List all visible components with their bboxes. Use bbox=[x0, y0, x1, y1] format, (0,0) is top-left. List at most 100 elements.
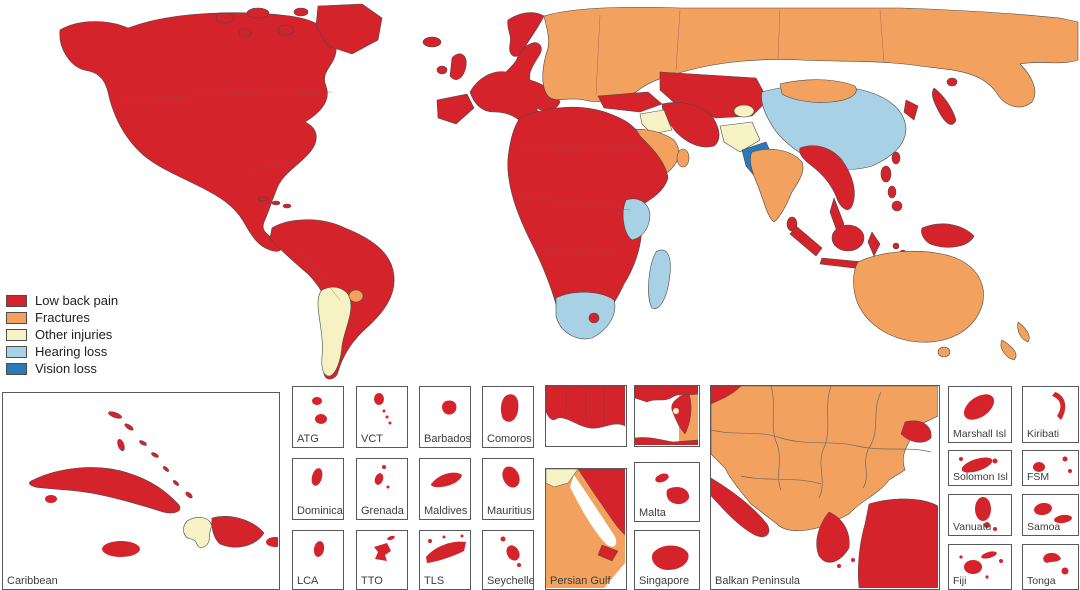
inset-tls: TLS bbox=[419, 530, 471, 590]
vanuatu-map bbox=[975, 497, 997, 531]
marshall-map bbox=[963, 394, 995, 420]
inset-label-malta: Malta bbox=[639, 507, 666, 519]
inset-samoa: Samoa bbox=[1022, 494, 1079, 536]
region-korea bbox=[903, 99, 919, 121]
inset-vanuatu: Vanuatu bbox=[948, 494, 1012, 536]
inset-dominica: Dominica bbox=[292, 458, 344, 520]
inset-comoros: Comoros bbox=[482, 386, 534, 448]
inset-grenada: Grenada bbox=[356, 458, 408, 520]
tto-map bbox=[374, 535, 395, 561]
region-south-africa bbox=[555, 291, 616, 340]
haiti bbox=[183, 517, 213, 548]
inset-barbados: Barbados bbox=[419, 386, 471, 448]
legend-swatch-other-injuries bbox=[6, 328, 27, 341]
region-north-america bbox=[59, 12, 337, 252]
region-turkey bbox=[597, 91, 663, 113]
inset-label-vct: VCT bbox=[361, 433, 383, 445]
inset-lca: LCA bbox=[292, 530, 344, 590]
inset-label-marshall: Marshall Isl bbox=[953, 428, 1007, 440]
inset-tonga: Tonga bbox=[1022, 544, 1079, 590]
region-norway bbox=[507, 12, 545, 57]
inset-eastern-mediterranean: Eastern Mediterranean bbox=[634, 385, 700, 447]
region-madagascar bbox=[648, 249, 671, 309]
inset-tto: TTO bbox=[356, 530, 408, 590]
world-map bbox=[59, 3, 1079, 380]
inset-caribbean: Caribbean bbox=[2, 392, 280, 590]
legend-item: Fractures bbox=[6, 310, 118, 325]
jamaica bbox=[102, 541, 140, 557]
inset-balkan: Balkan Peninsula bbox=[710, 385, 940, 590]
legend-item: Hearing loss bbox=[6, 344, 118, 359]
inset-solomon-isl: Solomon Isl bbox=[948, 450, 1012, 486]
samoa-map bbox=[1034, 502, 1072, 524]
legend-swatch-vision-loss bbox=[6, 362, 27, 375]
inset-maldives: Maldives bbox=[419, 458, 471, 520]
region-taiwan bbox=[891, 151, 901, 165]
fsm-map bbox=[1033, 456, 1072, 473]
lca-map bbox=[313, 541, 325, 557]
inset-label-caribbean: Caribbean bbox=[7, 575, 58, 587]
tls-map bbox=[426, 534, 466, 563]
legend-swatch-fractures bbox=[6, 311, 27, 324]
region-uruguay bbox=[348, 289, 364, 303]
inset-atg: ATG bbox=[292, 386, 344, 448]
inset-fsm: FSM bbox=[1022, 450, 1079, 486]
kiribati-map bbox=[1052, 392, 1066, 420]
region-india bbox=[750, 149, 804, 223]
solomon-map bbox=[959, 457, 998, 473]
inset-label-maldives: Maldives bbox=[424, 505, 468, 517]
comoros-map bbox=[500, 394, 519, 422]
inset-west-africa: West Africa bbox=[545, 385, 627, 447]
barbados-map bbox=[442, 400, 457, 415]
legend-label: Hearing loss bbox=[35, 344, 108, 359]
region-lesotho bbox=[588, 312, 600, 324]
inset-label-grenada: Grenada bbox=[361, 505, 404, 517]
inset-mauritius: Mauritius bbox=[482, 458, 534, 520]
legend-item: Low back pain bbox=[6, 293, 119, 308]
region-iraq bbox=[639, 109, 673, 135]
inset-label-seychelles: Seychelles bbox=[487, 575, 533, 587]
inset-singapore: Singapore bbox=[634, 530, 700, 590]
region-afghanistan bbox=[719, 121, 761, 153]
inset-label-persian-gulf: Persian Gulf bbox=[550, 575, 611, 587]
inset-label-dominica: Dominica bbox=[297, 505, 343, 517]
region-mongolia bbox=[779, 79, 857, 103]
eastern-mediterranean-map bbox=[635, 386, 698, 445]
singapore-map bbox=[651, 545, 689, 570]
region-oman bbox=[676, 148, 690, 168]
region-ireland bbox=[436, 65, 448, 75]
dominican-republic bbox=[211, 516, 265, 548]
mauritius-map bbox=[502, 466, 520, 488]
caribbean-map bbox=[29, 411, 278, 557]
inset-seychelles: Seychelles bbox=[482, 530, 534, 590]
inset-label-fiji: Fiji bbox=[953, 575, 967, 587]
region-philippines bbox=[880, 165, 903, 212]
inset-kiribati: Kiribati bbox=[1022, 386, 1079, 443]
inset-label-lca: LCA bbox=[297, 575, 319, 587]
region-great-britain bbox=[449, 53, 467, 80]
inset-label-balkan: Balkan Peninsula bbox=[715, 575, 801, 587]
inset-label-fsm: FSM bbox=[1027, 471, 1050, 483]
inset-marshall-isl: Marshall Isl bbox=[948, 386, 1012, 443]
region-japan bbox=[932, 77, 958, 125]
region-africa bbox=[507, 106, 669, 333]
legend-swatch-hearing-loss bbox=[6, 345, 27, 358]
bahamas-chain bbox=[108, 411, 193, 499]
tonga-map bbox=[1043, 552, 1069, 575]
country-borders bbox=[117, 9, 885, 301]
inset-label-mauritius: Mauritius bbox=[487, 505, 532, 517]
inset-label-samoa: Samoa bbox=[1027, 521, 1061, 533]
inset-label-comoros: Comoros bbox=[487, 433, 532, 445]
region-iceland bbox=[422, 36, 442, 48]
inset-fiji: Fiji bbox=[948, 544, 1012, 590]
legend-label: Fractures bbox=[35, 310, 90, 325]
region-arctic-islands bbox=[215, 7, 309, 38]
inset-label-tonga: Tonga bbox=[1027, 575, 1056, 587]
region-new-guinea bbox=[921, 223, 975, 248]
inset-malta: Malta bbox=[634, 462, 700, 522]
west-africa-map bbox=[546, 386, 625, 429]
legend-label: Vision loss bbox=[35, 361, 97, 376]
legend-label: Low back pain bbox=[35, 293, 119, 308]
fiji-map bbox=[959, 551, 1003, 579]
